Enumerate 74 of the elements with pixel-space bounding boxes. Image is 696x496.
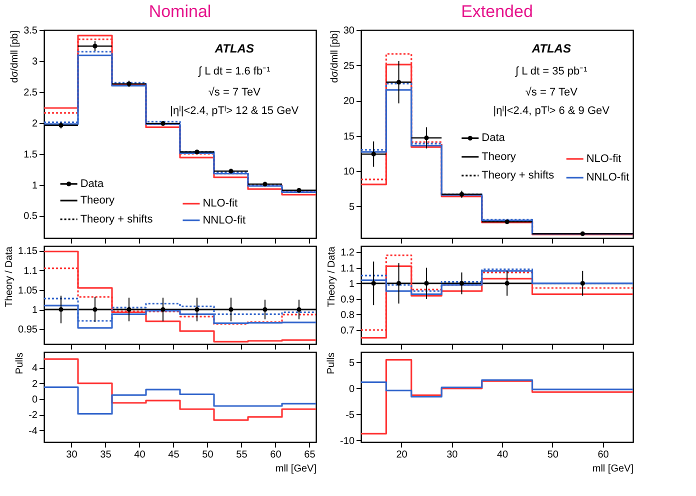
y-tick-label: 1 <box>32 180 38 192</box>
annotation: Theory + shifts <box>80 213 154 226</box>
legend-label: NNLO-fit <box>202 214 246 226</box>
y-tick-label: 2 <box>32 378 38 390</box>
legend-label: Data <box>80 178 104 190</box>
annotation: ATLAS <box>214 42 254 56</box>
y-tick-label: 1.5 <box>24 149 38 160</box>
y-tick-label: 10 <box>343 166 355 178</box>
y-tick-label: 1.15 <box>18 246 38 258</box>
annotation: ∫ L dt = 35 pb⁻¹ <box>514 66 588 78</box>
y-tick-label: 0 <box>32 394 38 406</box>
y-tick-label: 0.9 <box>340 294 355 306</box>
annotation: √s = 7 TeV <box>525 86 578 98</box>
y-tick-label: 5 <box>348 358 355 369</box>
y-tick-label: 0.8 <box>340 310 355 321</box>
y-tick-label: 30 <box>343 26 355 36</box>
y-tick-label: -4 <box>28 426 38 437</box>
x-tick-label: 30 <box>446 450 458 460</box>
y-axis-title: dσ/dmll [pb] <box>329 30 340 83</box>
x-tick-label: 60 <box>270 450 282 460</box>
annotation: Theory + shifts <box>482 170 555 182</box>
y-tick-label: -10 <box>340 436 355 447</box>
y-axis-title: Pulls <box>326 352 338 374</box>
x-tick-label: 55 <box>236 450 248 460</box>
x-tick-label: 30 <box>66 450 78 460</box>
y-tick-label: 4 <box>32 363 38 374</box>
annotation: |ηˡ|<2.4, pTˡ> 6 & 9 GeV <box>493 105 610 118</box>
x-tick-label: 40 <box>496 450 509 460</box>
annotation: |ηˡ|<2.4, pTˡ> 12 & 15 GeV <box>170 105 300 118</box>
y-tick-label: 5 <box>348 202 355 213</box>
y-tick-label: 15 <box>343 131 355 142</box>
x-axis-title: mll [GeV] <box>275 464 317 474</box>
y-tick-label: 3 <box>32 56 38 68</box>
chart-title: Nominal <box>148 2 212 21</box>
annotation: ATLAS <box>530 42 571 56</box>
y-tick-label: 2 <box>32 118 38 130</box>
x-tick-label: 35 <box>100 450 112 460</box>
x-tick-label: 40 <box>134 450 146 460</box>
y-tick-label: 0 <box>348 384 355 395</box>
x-tick-label: 50 <box>547 450 559 460</box>
y-tick-label: 20 <box>343 96 355 108</box>
y-tick-label: 2.5 <box>24 87 38 98</box>
legend-label: NLO-fit <box>202 198 238 210</box>
y-tick-label: 1.1 <box>24 266 38 277</box>
y-tick-label: 3.5 <box>24 26 38 36</box>
y-tick-label: 0.95 <box>18 324 38 336</box>
y-tick-label: -2 <box>28 410 38 422</box>
x-tick-label: 20 <box>396 450 408 460</box>
y-axis-title: Pulls <box>14 352 26 374</box>
y-axis-title: Theory / Data <box>4 246 16 308</box>
x-tick-label: 45 <box>168 450 180 460</box>
y-tick-label: 1.2 <box>340 248 355 259</box>
y-tick-label: 1.05 <box>18 285 38 296</box>
legend-label: NNLO-fit <box>586 172 630 184</box>
y-tick-label: 1 <box>348 278 355 290</box>
annotation: ∫ L dt = 1.6 fb⁻¹ <box>198 66 271 78</box>
y-tick-label: 0.5 <box>24 211 38 222</box>
y-tick-label: -5 <box>346 410 355 421</box>
chart-title: Extended <box>461 2 533 21</box>
legend-label: Data <box>482 132 506 144</box>
y-axis-title: Theory / Data <box>326 246 338 308</box>
x-tick-label: 60 <box>598 450 610 460</box>
y-tick-label: 25 <box>343 60 355 72</box>
y-tick-label: 0.7 <box>340 326 355 336</box>
y-axis-title: dσ/dmll [pb] <box>10 30 21 83</box>
annotation: Theory <box>80 194 116 207</box>
annotation: √s = 7 TeV <box>208 86 262 98</box>
annotation: Theory <box>482 150 516 163</box>
legend-label: NLO-fit <box>586 152 622 165</box>
x-axis-title: mll [GeV] <box>592 464 634 474</box>
y-tick-label: 1 <box>32 305 38 316</box>
x-tick-label: 65 <box>304 450 316 460</box>
x-tick-label: 50 <box>202 450 214 460</box>
y-tick-label: 1.1 <box>340 263 355 274</box>
